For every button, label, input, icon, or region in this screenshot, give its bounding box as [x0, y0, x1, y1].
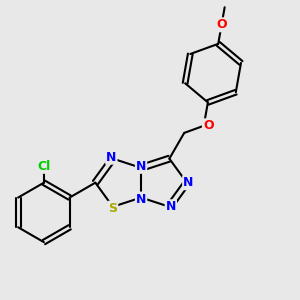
- Text: N: N: [136, 193, 146, 206]
- Text: N: N: [183, 176, 194, 189]
- Text: Cl: Cl: [37, 160, 50, 173]
- Text: N: N: [106, 151, 116, 164]
- Text: O: O: [216, 18, 227, 31]
- Text: N: N: [136, 160, 146, 173]
- Text: S: S: [108, 202, 117, 215]
- Text: N: N: [166, 200, 176, 213]
- Text: O: O: [203, 119, 214, 132]
